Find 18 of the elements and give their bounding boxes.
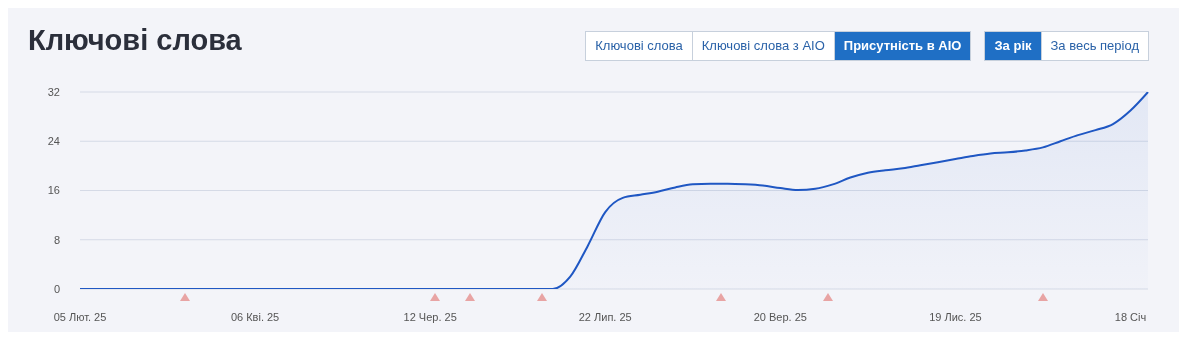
text: Присутність в AIO xyxy=(833,31,972,61)
x-tick-label: 18 Січ xyxy=(1114,310,1147,323)
y-tick-label: 32 xyxy=(47,85,60,98)
chart-title: Ключові слова xyxy=(28,24,242,57)
x-tick-label: 19 Лис. 25 xyxy=(929,310,982,323)
x-tick-label: 05 Лют. 25 xyxy=(53,310,107,323)
y-tick-label: 16 xyxy=(47,184,60,197)
x-tick-label: 20 Вер. 25 xyxy=(753,310,807,323)
y-tick-label: 0 xyxy=(53,282,60,295)
text: За рік xyxy=(984,31,1042,61)
x-tick-label: 06 Кві. 25 xyxy=(230,310,280,323)
text: За весь період xyxy=(1040,31,1149,61)
y-tick-label: 8 xyxy=(53,233,60,246)
x-tick-label: 12 Чер. 25 xyxy=(403,310,457,323)
text: Ключові слова з AIO xyxy=(691,31,835,61)
text: Ключові слова xyxy=(585,31,693,61)
y-tick-label: 24 xyxy=(47,135,60,148)
x-tick-label: 22 Лип. 25 xyxy=(578,310,632,323)
